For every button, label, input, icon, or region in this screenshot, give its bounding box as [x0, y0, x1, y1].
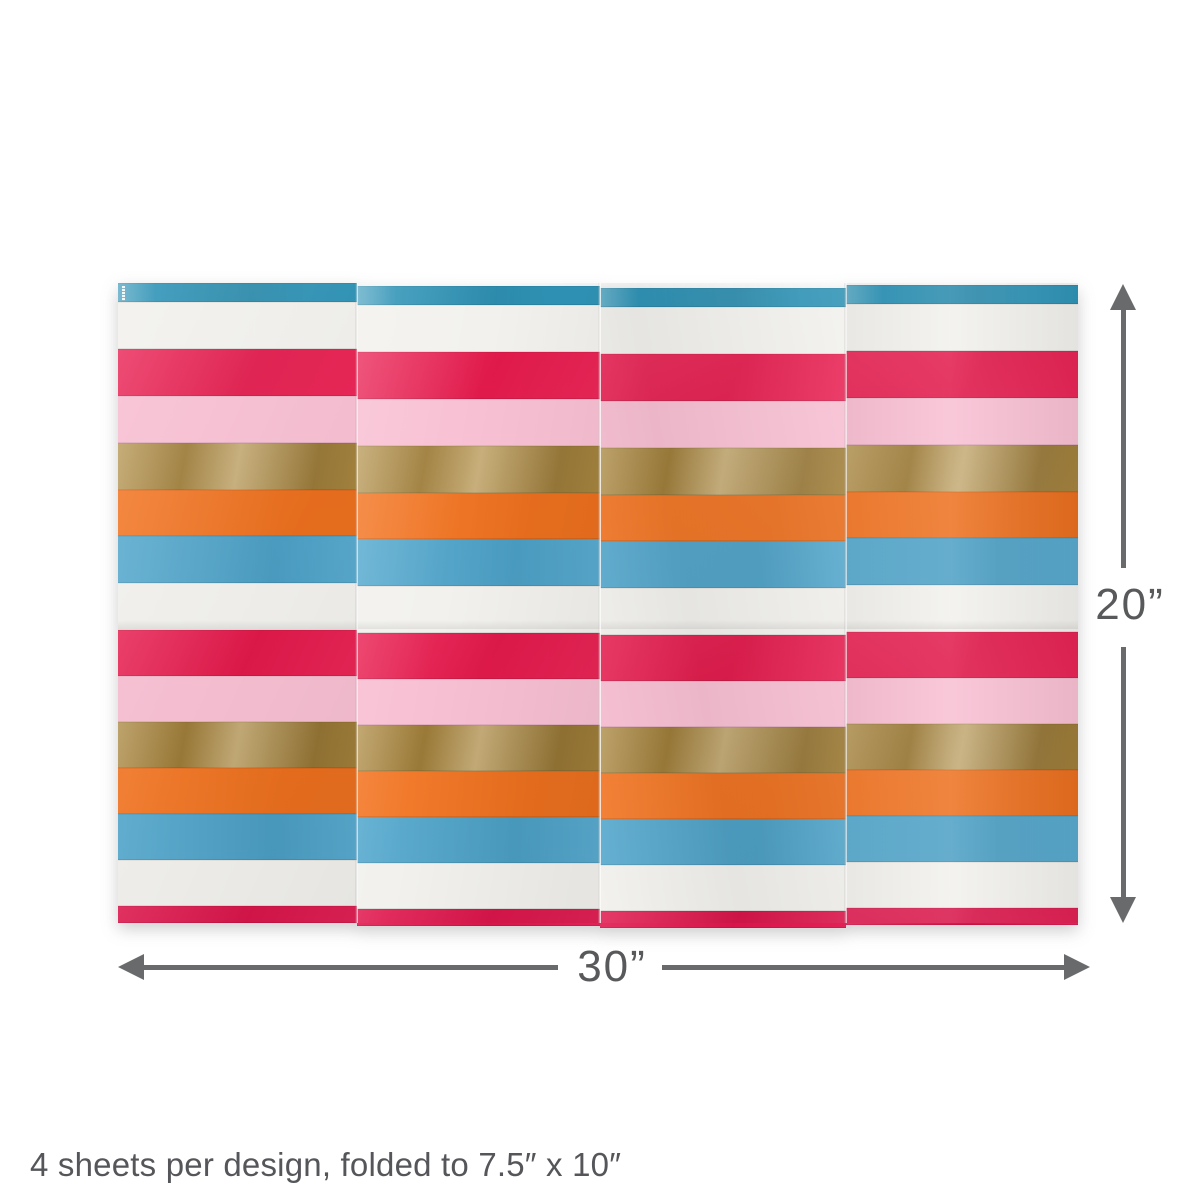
- stripe-orange: [118, 768, 357, 814]
- stripe-red: [118, 630, 357, 676]
- sheet-panel-1: [118, 283, 357, 923]
- stripe-red: [357, 909, 600, 926]
- stripe-stack: [600, 288, 846, 928]
- stripe-pink: [600, 681, 846, 727]
- stripe-teal: [600, 288, 846, 307]
- stripe-red: [846, 632, 1078, 678]
- stripe-red: [118, 906, 357, 923]
- arrow-left-icon: [118, 954, 144, 980]
- stripe-red: [600, 354, 846, 401]
- sheet-panel-2: [357, 283, 600, 926]
- stripe-white: [846, 304, 1078, 351]
- stripe-gold: [357, 446, 600, 493]
- stripe-orange: [357, 493, 600, 539]
- stripe-white: [600, 307, 846, 354]
- stripe-white: [846, 585, 1078, 632]
- stripe-orange: [846, 770, 1078, 816]
- sheet-panel-4: [846, 283, 1078, 925]
- width-dimension-label: 30”: [577, 942, 647, 991]
- stripe-teal: [846, 285, 1078, 304]
- stripe-teal: [118, 283, 357, 302]
- stripe-red: [846, 908, 1078, 925]
- stripe-white: [600, 865, 846, 911]
- stripe-white: [357, 586, 600, 633]
- width-dimension-line-left: [142, 965, 558, 970]
- stripe-gold: [846, 445, 1078, 492]
- stripe-white: [357, 863, 600, 909]
- stripe-orange: [118, 490, 357, 536]
- stripe-gold: [600, 727, 846, 773]
- height-dimension-line-upper: [1121, 308, 1126, 568]
- stripe-pink: [357, 399, 600, 446]
- stripe-pink: [846, 398, 1078, 445]
- stripe-gold: [357, 725, 600, 771]
- stripe-red: [357, 633, 600, 679]
- height-dimension-label: 20”: [1095, 580, 1165, 629]
- arrow-up-icon: [1110, 284, 1136, 310]
- arrow-right-icon: [1064, 954, 1090, 980]
- stripe-blue: [846, 538, 1078, 585]
- stripe-pink: [600, 401, 846, 448]
- stripe-gold: [118, 722, 357, 768]
- stripe-blue: [357, 817, 600, 863]
- width-dimension-line-right: [662, 965, 1064, 970]
- arrow-down-icon: [1110, 897, 1136, 923]
- stripe-white: [846, 862, 1078, 908]
- stripe-orange: [846, 492, 1078, 538]
- stripe-white: [600, 588, 846, 635]
- stripe-blue: [118, 536, 357, 583]
- stripe-stack: [846, 285, 1078, 925]
- stripe-gold: [846, 724, 1078, 770]
- stripe-orange: [357, 771, 600, 817]
- stripe-gold: [118, 443, 357, 490]
- stripe-pink: [118, 676, 357, 722]
- stripe-red: [118, 349, 357, 396]
- stripe-white: [118, 583, 357, 630]
- stripe-gold: [600, 448, 846, 495]
- stripe-blue: [118, 814, 357, 860]
- stripe-white: [357, 305, 600, 352]
- stripe-red: [600, 635, 846, 681]
- caption-text: 4 sheets per design, folded to 7.5″ x 10…: [30, 1146, 622, 1183]
- sheet-panel-3: [600, 283, 846, 928]
- stripe-stack: [357, 286, 600, 926]
- stripe-orange: [600, 773, 846, 819]
- stripe-blue: [600, 541, 846, 588]
- stripe-red: [357, 352, 600, 399]
- stripe-pink: [846, 678, 1078, 724]
- stripe-red: [600, 911, 846, 928]
- wrapping-paper-sheet: [118, 283, 1078, 928]
- stripe-orange: [600, 495, 846, 541]
- stripe-blue: [600, 819, 846, 865]
- stripe-blue: [846, 816, 1078, 862]
- stripe-teal: [357, 286, 600, 305]
- stripe-stack: [118, 283, 357, 923]
- stripe-white: [118, 302, 357, 349]
- stripe-pink: [118, 396, 357, 443]
- stripe-white: [118, 860, 357, 906]
- stripe-blue: [357, 539, 600, 586]
- corner-print-mark: [122, 286, 125, 301]
- stripe-red: [846, 351, 1078, 398]
- stripe-pink: [357, 679, 600, 725]
- height-dimension-line-lower: [1121, 647, 1126, 899]
